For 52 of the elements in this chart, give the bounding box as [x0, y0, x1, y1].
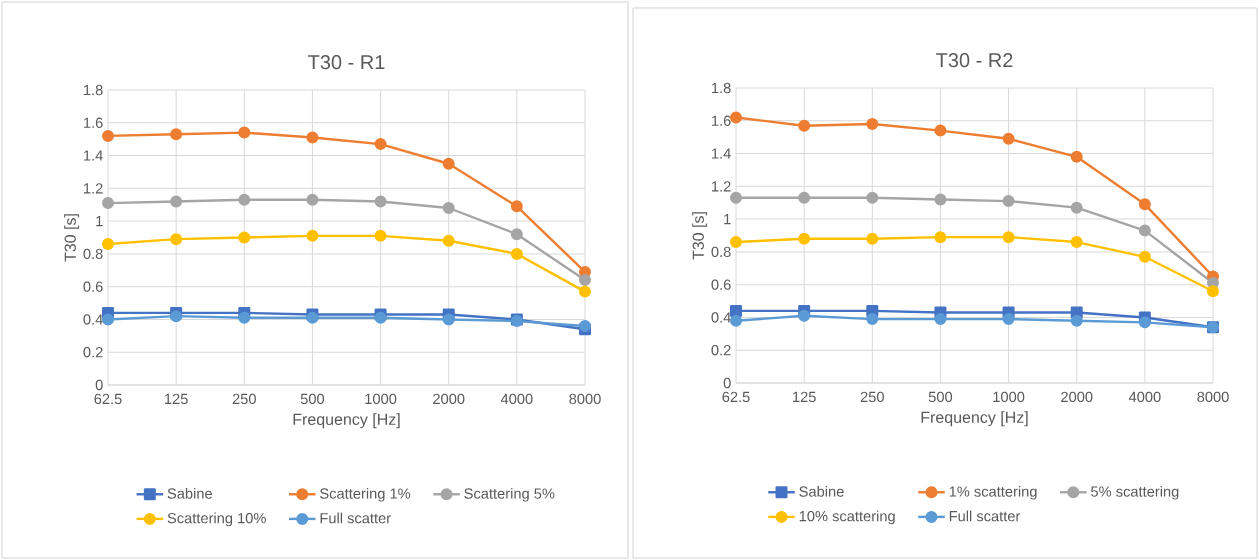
x-tick-label: 250: [860, 391, 884, 403]
chart-title: T30 - R1: [308, 55, 385, 70]
x-tick-label: 125: [793, 391, 816, 403]
x-tick-label: 2000: [1061, 391, 1093, 403]
x-tick-label: 4000: [1128, 391, 1161, 403]
y-tick-label: 0.4: [711, 312, 731, 323]
x-tick-label: 62.5: [722, 391, 750, 403]
legend-label: 10% scattering: [799, 510, 895, 525]
y-tick-label: 1: [96, 216, 103, 227]
y-tick-label: 1: [724, 214, 731, 225]
y-tick-label: 1.4: [712, 148, 731, 159]
y-tick-label: 1.4: [84, 150, 103, 161]
legend-label: Scattering 5%: [464, 487, 555, 502]
legend-label: Sabine: [799, 485, 844, 497]
y-tick-label: 1.6: [712, 115, 731, 126]
y-tick-label: 0.2: [83, 347, 103, 358]
x-tick-label: 500: [300, 393, 325, 405]
y-tick-label: 0.6: [83, 281, 103, 292]
legend-label: Scattering 10%: [167, 512, 266, 527]
y-tick-label: 0.4: [83, 314, 103, 325]
y-tick-label: 0.8: [83, 248, 103, 260]
x-tick-label: 8000: [569, 393, 601, 405]
legend-label: 1% scattering: [949, 485, 1037, 500]
y-tick-label: 0: [95, 379, 103, 391]
x-tick-label: 2000: [433, 393, 465, 405]
legend-label: Sabine: [167, 487, 212, 499]
y-tick-label: 0.6: [711, 279, 731, 290]
y-tick-label: 1.2: [712, 181, 731, 192]
y-tick-label: 1.2: [84, 183, 103, 194]
legend-label: Full scatter: [949, 510, 1021, 522]
x-tick-label: 125: [165, 393, 188, 405]
legend-label: 5% scattering: [1091, 485, 1179, 500]
y-axis-title: T30 [s]: [692, 212, 708, 260]
x-tick-label: 4000: [500, 393, 533, 405]
x-axis-title: Frequency [Hz]: [293, 413, 400, 429]
x-tick-label: 62.5: [94, 393, 122, 405]
y-axis-title: T30 [s]: [64, 214, 80, 262]
y-tick-label: 0.8: [711, 246, 731, 258]
y-tick-label: 1.8: [712, 82, 731, 94]
x-tick-label: 1000: [993, 391, 1025, 403]
y-tick-label: 1.6: [84, 117, 103, 128]
y-tick-label: 0.2: [711, 345, 731, 356]
x-tick-label: 500: [928, 391, 953, 403]
x-tick-label: 250: [232, 393, 256, 405]
x-tick-label: 8000: [1197, 391, 1229, 403]
x-axis-title: Frequency [Hz]: [921, 411, 1028, 427]
x-tick-label: 1000: [365, 393, 397, 405]
y-tick-label: 1.8: [84, 84, 103, 96]
legend-label: Scattering 1%: [320, 487, 411, 502]
legend-label: Full scatter: [320, 512, 391, 524]
chart-title: T30 - R2: [936, 53, 1013, 68]
y-tick-label: 0: [723, 377, 731, 389]
